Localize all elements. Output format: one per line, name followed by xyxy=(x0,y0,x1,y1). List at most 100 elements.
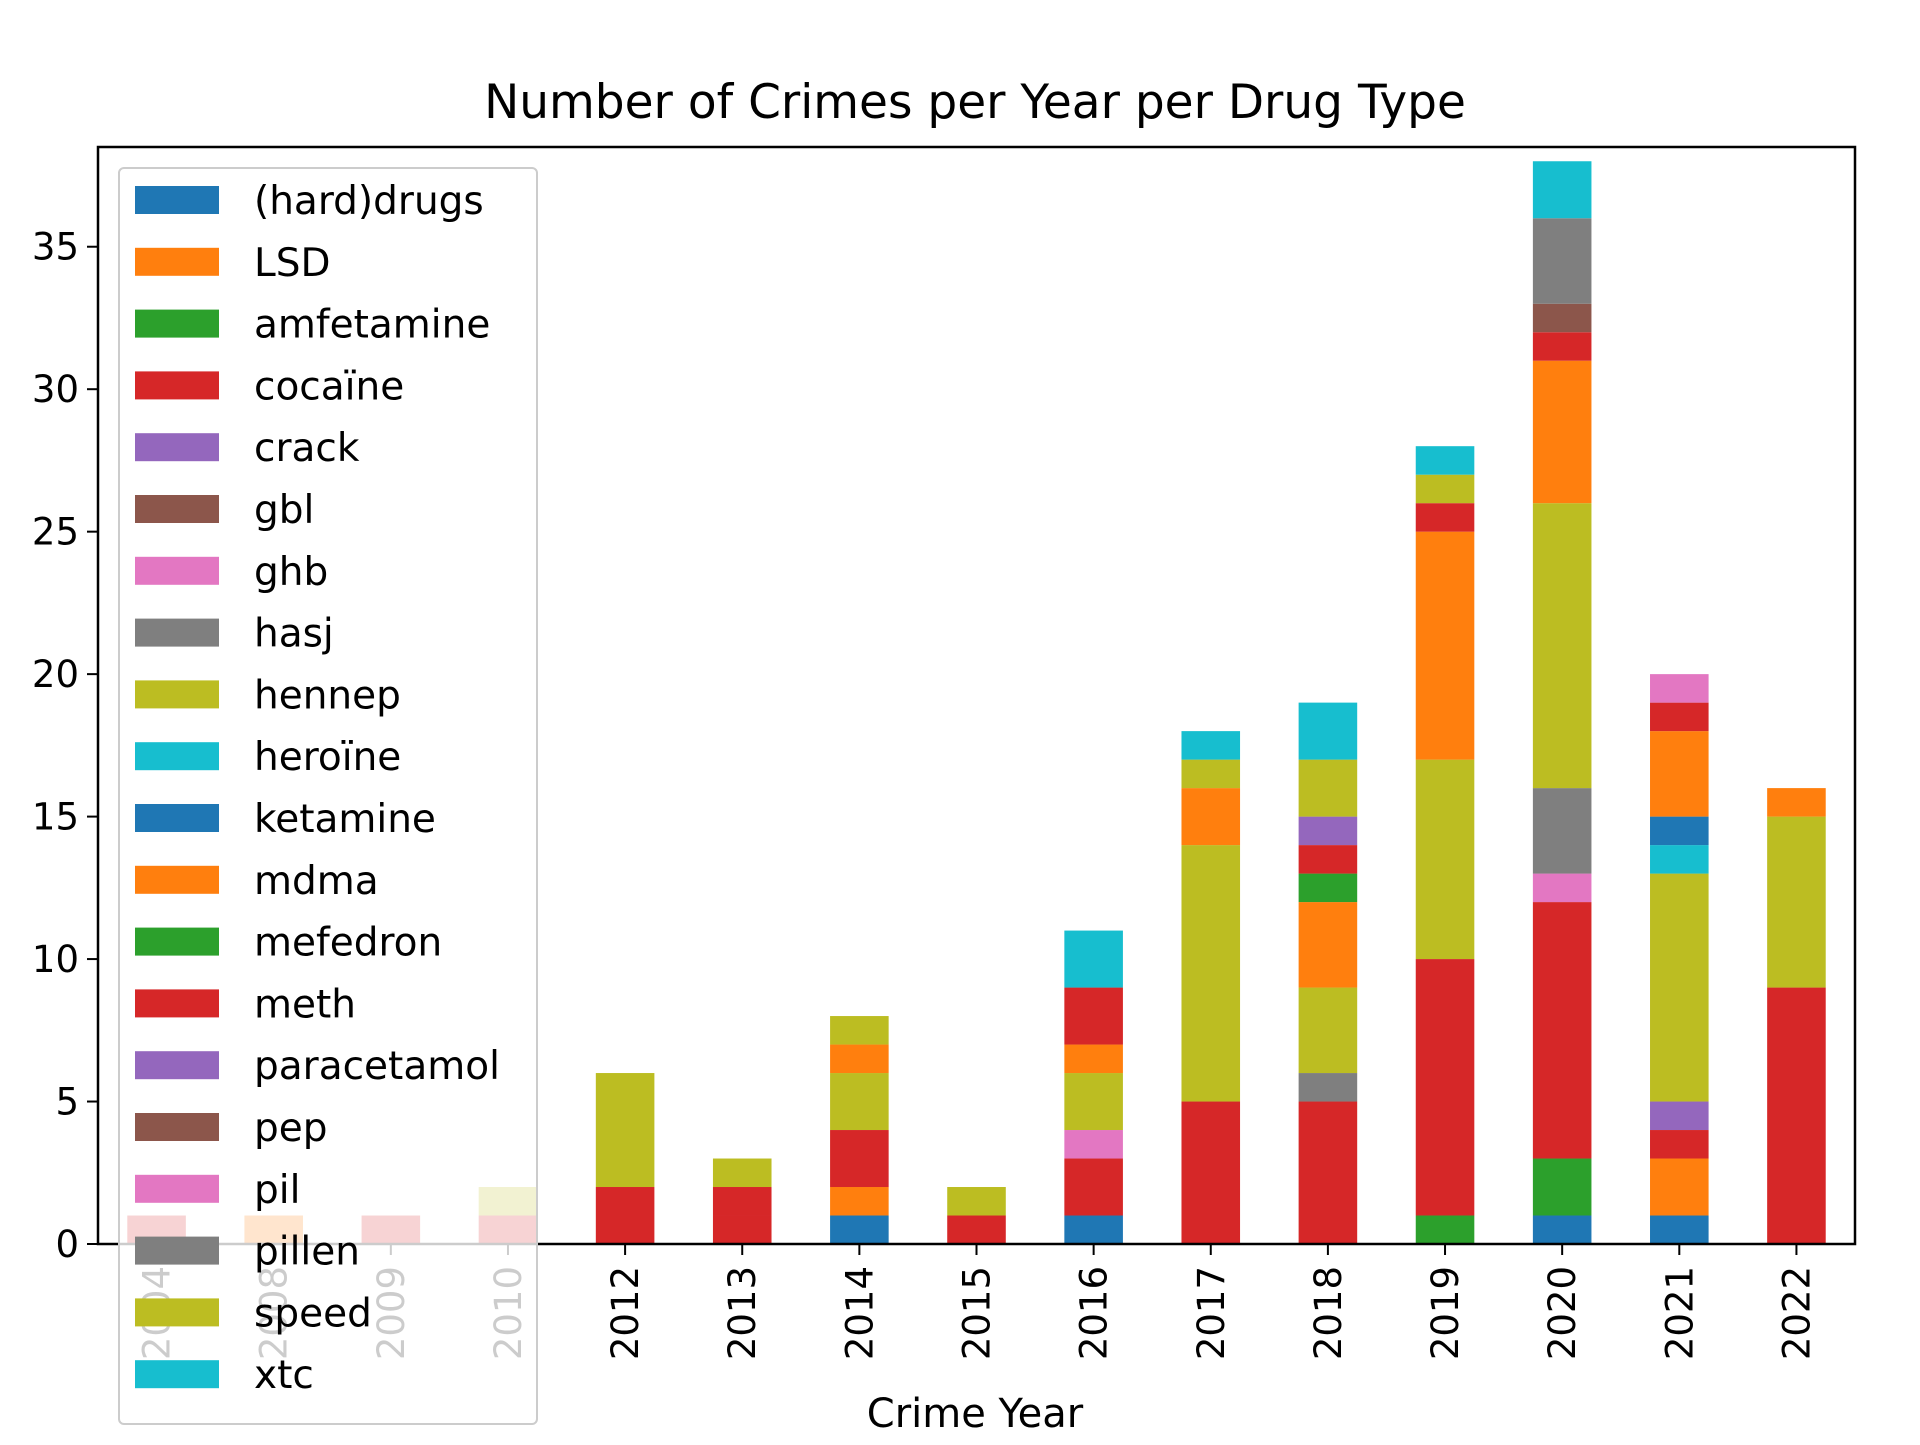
bar-segment-2022-speed xyxy=(1767,816,1826,988)
bar-segment-2021-cocaïne xyxy=(1650,702,1709,732)
legend-swatch-meth xyxy=(135,989,219,1018)
legend-label-xtc: xtc xyxy=(254,1353,314,1398)
y-axis: 0 5 10 15 20 25 30 35 xyxy=(32,226,98,1266)
bar-segment-2020-mefedron xyxy=(1532,1158,1592,1216)
legend-label-amfetamine: amfetamine xyxy=(254,303,490,348)
bar-segment-2016-pil xyxy=(1064,1130,1123,1159)
bar-segment-2020-pillen xyxy=(1532,788,1592,874)
y-tick-label: 30 xyxy=(32,368,79,411)
y-tick-label: 20 xyxy=(32,653,79,696)
legend-swatch-paracetamol xyxy=(135,1051,219,1080)
bar-segment-2017-LSD xyxy=(1181,788,1241,846)
y-tick-label: 35 xyxy=(32,226,79,269)
bar-segment-2019-mefedron xyxy=(1415,1215,1475,1244)
legend-swatch-heroïne xyxy=(135,742,219,771)
bar-segment-2020-pil xyxy=(1532,873,1592,903)
bar-segment-2021-LSD xyxy=(1650,731,1709,817)
legend-swatch-cocaïne xyxy=(135,371,219,400)
bar-segment-2018-hasj xyxy=(1298,1073,1358,1102)
x-tick-label: 2012 xyxy=(604,1266,647,1360)
legend-label-mefedron: mefedron xyxy=(254,921,442,966)
legend-label-ketamine: ketamine xyxy=(254,797,436,842)
legend-swatch-(hard)drugs xyxy=(135,186,219,214)
y-tick-label: 15 xyxy=(32,796,79,839)
legend-label-heroïne: heroïne xyxy=(254,735,401,780)
bar-segment-2018-speed xyxy=(1298,987,1358,1074)
legend-swatch-hasj xyxy=(135,618,219,647)
bar-segment-2016-LSD xyxy=(1064,1044,1123,1074)
bar-segment-2021-ghb xyxy=(1650,674,1709,703)
bar-segment-2020-heroïne xyxy=(1532,161,1592,219)
legend-swatch-gbl xyxy=(135,495,219,523)
bar-segment-2018-hennep xyxy=(1298,759,1358,817)
bar-segment-2016-speed xyxy=(1064,1073,1123,1131)
bar-segment-2018-LSD xyxy=(1298,902,1358,988)
bar-segment-2017-heroïne xyxy=(1181,731,1241,760)
legend-swatch-ketamine xyxy=(135,804,219,832)
legend: (hard)drugs LSD amfetamine cocaïne crack gbl g… xyxy=(118,167,538,1425)
legend-label-paracetamol: paracetamol xyxy=(254,1044,500,1089)
legend-label-cocaïne: cocaïne xyxy=(254,364,404,409)
legend-swatch-ghb xyxy=(135,556,219,585)
y-tick-label: 25 xyxy=(32,511,79,554)
bar-segment-2018-cocaïne xyxy=(1298,1101,1358,1244)
bar-segment-2019-LSD xyxy=(1415,531,1475,760)
bar-segment-2019-cocaïne xyxy=(1415,503,1475,532)
bar-segment-2021-paracetamol xyxy=(1650,1101,1709,1131)
x-tick-label: 2017 xyxy=(1190,1266,1233,1360)
bar-segment-2021-mdma xyxy=(1650,1158,1709,1216)
legend-label-meth: meth xyxy=(254,982,356,1027)
legend-swatch-pillen xyxy=(135,1236,219,1265)
chart-title: Number of Crimes per Year per Drug Type xyxy=(484,75,1466,130)
bar-segment-2020-cocaïne xyxy=(1532,332,1592,361)
bar-segment-2013-meth xyxy=(712,1187,772,1216)
bar-segment-2020-gbl xyxy=(1532,303,1592,333)
legend-swatch-pil xyxy=(135,1174,219,1203)
bars-layer xyxy=(127,161,1826,1244)
bar-segment-2016-cocaïne xyxy=(1064,987,1123,1045)
bar-segment-2019-meth xyxy=(1415,959,1475,1216)
legend-swatch-LSD xyxy=(135,247,219,276)
bar-segment-2018-heroïne xyxy=(1298,702,1358,760)
bar-segment-2021-xtc xyxy=(1650,845,1709,874)
legend-label-mdma: mdma xyxy=(254,859,379,904)
y-tick-label: 0 xyxy=(55,1223,79,1266)
bar-segment-2018-crack xyxy=(1298,816,1358,846)
legend-label-ghb: ghb xyxy=(254,550,328,595)
legend-label-hasj: hasj xyxy=(254,612,334,657)
bar-segment-2014-ketamine xyxy=(830,1215,889,1244)
bar-segment-2014-meth xyxy=(830,1130,889,1188)
legend-swatch-mefedron xyxy=(135,927,219,956)
x-tick-label: 2020 xyxy=(1541,1266,1584,1360)
bar-segment-2019-hennep xyxy=(1415,474,1475,504)
legend-box xyxy=(118,167,538,1425)
bar-segment-2014-mdma xyxy=(830,1187,889,1216)
bar-segment-2012-hennep xyxy=(595,1073,655,1188)
x-tick-label: 2022 xyxy=(1775,1266,1818,1360)
legend-swatch-hennep xyxy=(135,680,219,709)
bar-segment-2021-ketamine xyxy=(1650,1215,1709,1244)
bar-segment-2016-ketamine xyxy=(1064,1215,1123,1244)
y-tick-label: 5 xyxy=(55,1081,79,1124)
bar-segment-2020-speed xyxy=(1532,503,1592,789)
legend-label-speed: speed xyxy=(254,1291,372,1336)
x-tick-label: 2015 xyxy=(956,1266,999,1360)
legend-label-gbl: gbl xyxy=(254,488,314,533)
bar-segment-2017-hennep xyxy=(1181,845,1241,1102)
legend-swatch-xtc xyxy=(135,1360,219,1389)
bar-segment-2015-cocaïne xyxy=(947,1215,1006,1244)
legend-label-(hard)drugs: (hard)drugs xyxy=(254,179,484,224)
legend-swatch-mdma xyxy=(135,865,219,894)
x-tick-label: 2013 xyxy=(721,1266,764,1360)
bar-segment-2017-hennep xyxy=(1181,759,1241,789)
bar-segment-2020-meth xyxy=(1532,902,1592,1159)
legend-swatch-amfetamine xyxy=(135,309,219,338)
bar-segment-2020-ketamine xyxy=(1532,1215,1592,1244)
bar-segment-2018-cocaïne xyxy=(1298,845,1358,874)
legend-label-pep: pep xyxy=(254,1106,328,1151)
x-tick-label: 2016 xyxy=(1073,1266,1116,1360)
bar-segment-2021-speed xyxy=(1650,873,1709,1102)
bar-segment-2014-hennep xyxy=(830,1016,889,1045)
legend-swatch-crack xyxy=(135,433,219,462)
